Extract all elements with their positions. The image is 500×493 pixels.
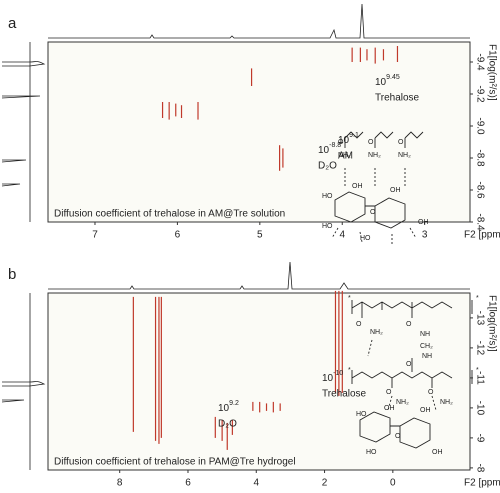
annotation: 10-8.8 <box>318 142 341 156</box>
x-tick-label: 2 <box>322 478 328 489</box>
y-tick-label: -8.8 <box>474 149 485 167</box>
left-spectrum <box>1 42 46 222</box>
y-tick-label: -9.0 <box>474 117 485 135</box>
caption: Diffusion coefficient of trehalose in AM… <box>54 209 285 220</box>
structure-label: NH₂ <box>370 329 383 336</box>
left-spectrum <box>1 293 46 470</box>
x-tick-label: 6 <box>185 478 191 489</box>
y-axis-label: F1[log(m²/s)] <box>486 295 497 352</box>
structure-label: O <box>406 321 412 328</box>
annotation-exponent: 9.1 <box>349 132 359 139</box>
y-tick-label: -9.4 <box>474 53 485 71</box>
structure-b <box>351 300 473 449</box>
structure-label: OH <box>384 405 395 412</box>
structure-label: OH <box>420 407 431 414</box>
annotation-exponent: -10 <box>333 370 343 377</box>
structure-label: O <box>386 389 392 396</box>
x-axis-label: F2 [ppm] <box>464 230 500 241</box>
annotation: 10-10 <box>322 370 343 384</box>
structure-label: O <box>406 361 412 368</box>
structure-label: HO <box>322 223 333 230</box>
annotation-exponent: -8.8 <box>329 142 341 149</box>
structure-label: NH₂ <box>396 399 409 406</box>
annotation-base: 10 <box>322 373 334 384</box>
panel-label: b <box>8 266 16 283</box>
structure-label: O <box>356 321 362 328</box>
y-tick-label: -8.4 <box>474 213 485 231</box>
plot-frame <box>47 292 471 471</box>
annotation-label: AM <box>338 151 353 162</box>
y-tick-label: -10 <box>474 401 485 416</box>
x-tick-label: 0 <box>390 478 396 489</box>
structure-label: NH <box>420 331 430 338</box>
annotation: 109.45 <box>375 74 400 88</box>
x-tick-label: 4 <box>339 230 345 241</box>
x-tick-label: 7 <box>92 230 98 241</box>
annotation-label: D₂O <box>218 419 237 430</box>
y-tick-label: -9 <box>474 433 485 442</box>
annotation-exponent: 9.2 <box>229 400 239 407</box>
x-tick-label: 3 <box>422 230 428 241</box>
structure-label: O <box>395 433 401 440</box>
structure-label: OH <box>418 219 429 226</box>
annotation: 109.2 <box>218 400 239 414</box>
structure-label: OH <box>352 183 363 190</box>
annotation-label: Trehalose <box>375 93 420 104</box>
structure-label: NH₂ <box>368 152 381 159</box>
annotation-base: 10 <box>375 77 387 88</box>
structure-label: O <box>398 139 404 146</box>
annotation-base: 10 <box>318 145 330 156</box>
structure-label: O <box>338 139 344 146</box>
y-tick-label: -8 <box>474 463 485 472</box>
structure-label: HO <box>356 411 367 418</box>
structure-label: O <box>370 209 376 216</box>
structure-label: CH₂ <box>420 343 433 350</box>
y-tick-label: -12 <box>474 341 485 356</box>
y-tick-label: -8.6 <box>474 181 485 199</box>
annotation-base: 10 <box>338 135 350 146</box>
x-tick-label: 4 <box>253 478 259 489</box>
top-spectrum <box>48 261 470 290</box>
structure-label: OH <box>390 187 401 194</box>
x-axis-label: F2 [ppm] <box>464 478 500 489</box>
structure-a <box>331 131 424 244</box>
annotation: 109.1 <box>338 132 359 146</box>
structure-label: OH <box>432 449 443 456</box>
annotation-exponent: 9.45 <box>386 74 400 81</box>
structure-label: * <box>476 295 479 302</box>
structure-label: NH₂ <box>338 152 351 159</box>
y-axis-label: F1[log(m²/s)] <box>486 44 497 101</box>
structure-label: NH <box>422 353 432 360</box>
plot-frame <box>47 41 471 223</box>
structure-label: HO <box>322 193 333 200</box>
caption: Diffusion coefficient of trehalose in PA… <box>54 457 296 468</box>
annotation-label: Trehalose <box>322 389 367 400</box>
structure-label: * <box>348 367 351 374</box>
structure-label: O <box>428 389 434 396</box>
annotation-label: D₂O <box>318 161 337 172</box>
y-tick-label: -11 <box>474 371 485 385</box>
structure-label: NH₂ <box>440 399 453 406</box>
top-spectrum <box>48 3 470 39</box>
x-tick-label: 6 <box>175 230 181 241</box>
y-tick-label: -9.2 <box>474 85 485 103</box>
structure-label: NH₂ <box>398 152 411 159</box>
structure-label: HO <box>366 449 377 456</box>
x-tick-label: 5 <box>257 230 263 241</box>
x-tick-label: 8 <box>117 478 123 489</box>
structure-label: HO <box>360 235 371 242</box>
structure-label: O <box>368 139 374 146</box>
structure-label: * <box>348 295 351 302</box>
panel-label: a <box>8 15 17 32</box>
structure-label: * <box>476 367 479 374</box>
y-tick-label: -13 <box>474 311 485 326</box>
annotation-base: 10 <box>218 403 230 414</box>
